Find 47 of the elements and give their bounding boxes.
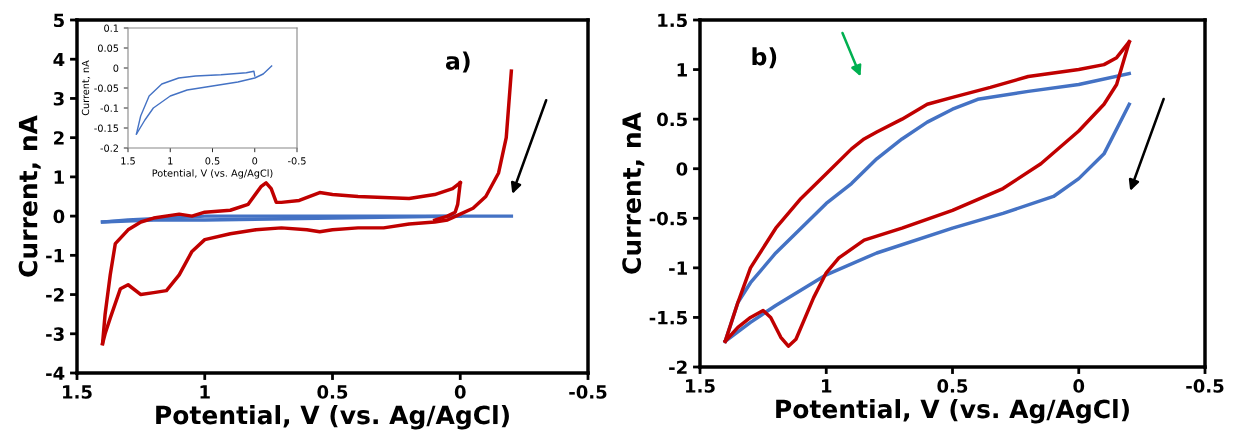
x-axis-title: Potential, V (vs. Ag/AgCl) xyxy=(156,405,509,430)
y-axis-title: Current, nA xyxy=(81,60,91,116)
y-tick-label: -0.2 xyxy=(100,144,118,152)
y-tick-label: 0 xyxy=(113,64,119,72)
y-tick-label: 1 xyxy=(54,170,64,184)
y-tick-label: 0.05 xyxy=(97,44,119,52)
y-axis-title: Current, nA xyxy=(622,112,645,274)
y-tick-label: -0.15 xyxy=(94,124,119,132)
y-tick-label: 5 xyxy=(54,13,64,28)
y-tick-label: 4 xyxy=(53,52,65,67)
y-tick-label: -1.5 xyxy=(649,311,687,325)
x-tick-label: 1 xyxy=(168,157,173,165)
x-tick-label: -0.5 xyxy=(569,385,607,399)
x-tick-label: 0 xyxy=(454,385,466,399)
x-tick-label: 1.5 xyxy=(63,385,92,399)
y-axis-title: Current, nA xyxy=(18,115,41,277)
x-tick-label: 0 xyxy=(1073,379,1085,393)
x-axis-title: Potential, V (vs. Ag/AgCl) xyxy=(776,399,1129,424)
x-tick-label: -0.5 xyxy=(287,157,306,165)
y-tick-label: 0 xyxy=(53,209,65,224)
x-tick-label: 1 xyxy=(200,385,210,399)
y-tick-label: -3 xyxy=(46,327,64,341)
y-tick-label: -4 xyxy=(46,366,65,380)
y-tick-label: 1 xyxy=(677,63,687,77)
y-tick-label: -2 xyxy=(46,288,64,302)
y-tick-label: -0.1 xyxy=(100,104,119,112)
x-axis-title: Potential, V (vs. Ag/AgCl) xyxy=(152,169,273,179)
annotation: b) xyxy=(752,47,777,69)
x-tick-label: 1 xyxy=(822,379,832,393)
x-tick-label: 0 xyxy=(252,157,258,165)
y-tick-label: -0.05 xyxy=(94,84,119,92)
x-tick-label: 0.5 xyxy=(205,157,220,165)
y-tick-label: 1.5 xyxy=(658,13,687,28)
x-tick-label: 1.5 xyxy=(121,157,135,165)
y-tick-label: -1 xyxy=(669,261,687,275)
annotation: a) xyxy=(445,51,470,73)
y-tick-label: -0.5 xyxy=(649,211,687,226)
x-tick-label: 1.5 xyxy=(686,379,715,393)
y-tick-label: 3 xyxy=(53,91,64,106)
y-tick-label: -2 xyxy=(669,360,687,374)
y-tick-label: 0.1 xyxy=(104,24,119,32)
y-tick-label: -1 xyxy=(46,249,64,263)
x-tick-label: 0.5 xyxy=(937,379,968,393)
y-tick-label: 0.5 xyxy=(657,112,687,127)
x-tick-label: -0.5 xyxy=(1186,379,1224,393)
y-tick-label: 2 xyxy=(54,131,64,145)
x-tick-label: 0.5 xyxy=(317,385,348,399)
